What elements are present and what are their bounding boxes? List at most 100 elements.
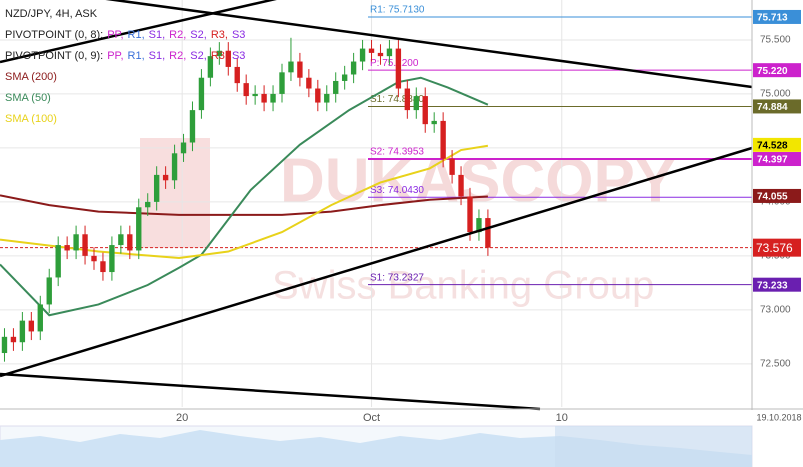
level-box (753, 137, 801, 152)
candle-body (333, 80, 339, 94)
candle (333, 72, 339, 103)
candle-body (449, 158, 455, 175)
candle (28, 311, 35, 341)
candle (37, 295, 43, 341)
last-price-label: 73.576 (756, 241, 793, 255)
candle-body (279, 72, 285, 94)
candle (377, 44, 384, 65)
candle (368, 39, 375, 62)
candle-body (350, 61, 357, 75)
candle-body (82, 234, 88, 256)
level-box (753, 188, 801, 203)
candle-body (306, 77, 312, 89)
watermark-subtext: Swiss Banking Group (272, 264, 654, 308)
level-box (753, 9, 801, 24)
legend-token: R3, (211, 29, 228, 41)
candle (46, 268, 52, 314)
candle (270, 85, 276, 112)
y-tick-label: 75.000 (760, 89, 791, 100)
candle (91, 247, 97, 270)
candle (180, 133, 187, 162)
candle-body (288, 61, 294, 73)
y-tick-label: 72.500 (760, 358, 791, 369)
candle-body (46, 277, 52, 305)
candle-body (28, 320, 35, 332)
level-value-label: 74.528 (757, 141, 788, 152)
candle-body (55, 245, 61, 278)
legend-token: R2, (169, 29, 186, 41)
level-label: P: 75.2200 (370, 58, 419, 69)
candle (306, 69, 312, 98)
trendline (105, 0, 753, 89)
candle (162, 166, 169, 189)
level-value-label: 75.713 (757, 13, 788, 24)
candle-body (198, 77, 205, 111)
level-label: S2: 74.3953 (370, 147, 424, 158)
candle (127, 225, 133, 260)
trendline (0, 0, 277, 64)
candle-body (19, 320, 26, 343)
candle-body (476, 218, 482, 233)
candle (234, 58, 240, 92)
legend-token: R3, (211, 50, 228, 62)
candle (440, 112, 446, 168)
navigator (0, 425, 753, 467)
candle (100, 252, 106, 281)
candle-body (100, 261, 106, 273)
candle (395, 39, 402, 98)
candle (261, 85, 267, 112)
candle-body (324, 93, 330, 103)
candle (341, 65, 348, 90)
candle-body (73, 234, 79, 251)
candle (297, 52, 303, 87)
legend-token: R2, (169, 50, 186, 62)
navigator-window[interactable] (555, 426, 752, 467)
candle-body (315, 88, 321, 103)
level-value-label: 74.397 (757, 155, 788, 166)
candle (198, 69, 205, 119)
candle (386, 39, 393, 65)
x-tick-label: 20 (176, 412, 188, 424)
candle-body (485, 218, 491, 248)
candle-body (171, 153, 178, 181)
candle (422, 87, 428, 133)
level-value-label: 74.055 (757, 192, 788, 203)
candle (243, 74, 249, 105)
candle-body (10, 336, 17, 343)
level-value-label: 75.220 (757, 66, 788, 77)
legend-entry: SMA (100) (5, 113, 57, 125)
candle (118, 225, 124, 254)
candle (404, 79, 411, 119)
candle-body (297, 61, 303, 78)
level-value-label: 73.233 (757, 280, 788, 291)
candle (350, 52, 357, 84)
watermark: DUKASCOPY Swiss Banking Group (140, 138, 676, 308)
trendline (0, 372, 541, 411)
candle (55, 236, 61, 287)
candle (171, 144, 178, 189)
candle (19, 311, 26, 351)
candle-body (422, 96, 428, 125)
candle-body (368, 48, 375, 53)
candle (216, 42, 223, 65)
level-box (753, 277, 801, 292)
candle-body (145, 201, 151, 208)
candle (315, 79, 321, 112)
candle-body (64, 245, 70, 251)
candle-body (180, 142, 187, 154)
candle-body (243, 83, 249, 97)
level-label: S3: 74.0430 (370, 185, 424, 196)
legend-token: R1, (128, 29, 145, 41)
candle (189, 101, 196, 152)
legend-token: PIVOTPOINT (0, 8): (5, 29, 103, 41)
candle (252, 85, 258, 105)
candle-body (440, 120, 446, 159)
legend-entry: SMA (50) (5, 92, 51, 104)
legend-token: S2, (190, 29, 207, 41)
candle (476, 209, 482, 241)
candle-body (225, 50, 231, 67)
candle-body (270, 93, 276, 103)
candle (359, 39, 366, 71)
legend-token: S3 (232, 29, 245, 41)
level-label: S1: 73.2327 (370, 272, 424, 283)
